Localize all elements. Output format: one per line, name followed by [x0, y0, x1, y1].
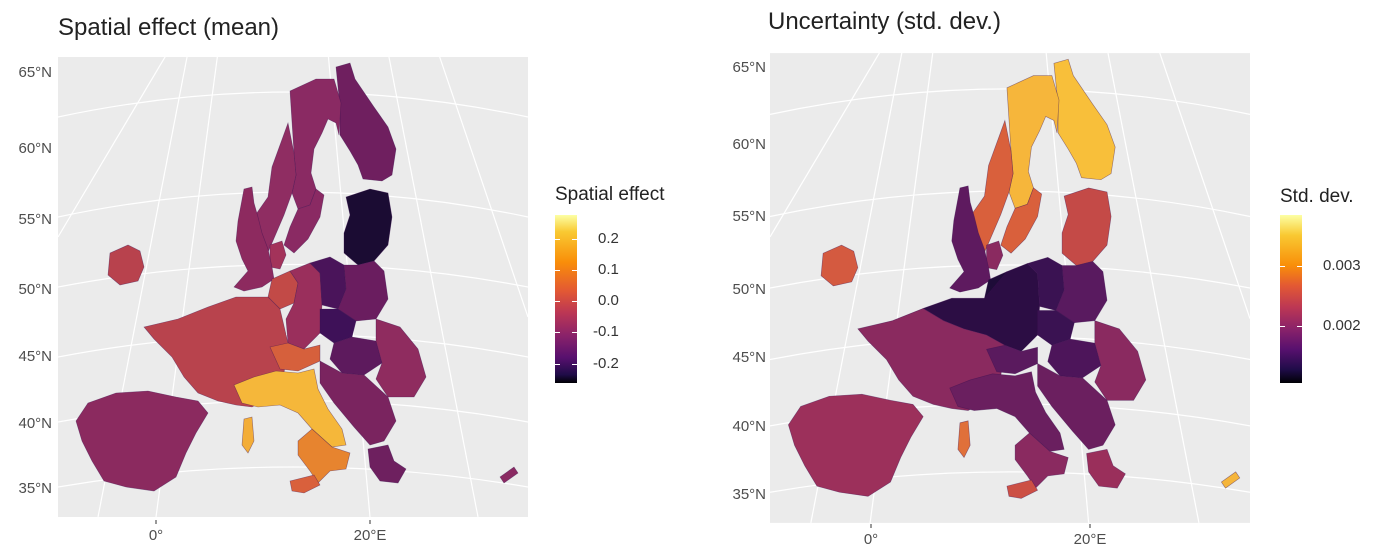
- region-poland: [337, 260, 389, 322]
- lat-label: 60°N: [732, 136, 766, 153]
- legend-label: 0.0: [598, 292, 619, 309]
- lat-label: 55°N: [732, 208, 766, 225]
- region-italy-south: [1014, 432, 1069, 489]
- region-uk: [949, 185, 991, 293]
- lon-label: 20°E: [1074, 531, 1107, 548]
- region-italy-south: [297, 428, 351, 484]
- legend-label: 0.002: [1323, 317, 1361, 334]
- region-greece: [1086, 449, 1126, 489]
- lat-label: 35°N: [732, 486, 766, 503]
- region-greece: [367, 444, 407, 484]
- region-romania: [375, 318, 427, 398]
- region-sicily: [289, 474, 321, 494]
- lat-label: 65°N: [732, 59, 766, 76]
- legend-colorbar-left: [555, 215, 577, 383]
- region-finland: [335, 62, 397, 182]
- region-sardinia: [957, 420, 971, 459]
- legend-label: 0.1: [598, 261, 619, 278]
- lat-label: 45°N: [732, 349, 766, 366]
- region-ireland: [107, 244, 145, 286]
- legend-label: 0.003: [1323, 257, 1361, 274]
- lat-axis-left: 65°N 60°N 55°N 50°N 45°N 40°N 35°N: [18, 64, 52, 497]
- region-alps: [269, 342, 321, 372]
- map-title-left: Spatial effect (mean): [58, 14, 280, 41]
- region-balkans: [319, 360, 397, 446]
- lon-label: 0°: [864, 531, 878, 548]
- region-uk: [233, 186, 275, 292]
- region-iberia: [788, 393, 924, 497]
- region-italy-north: [949, 371, 1065, 452]
- region-sicily: [1006, 479, 1039, 499]
- region-poland: [1055, 261, 1108, 324]
- region-balkans: [1037, 363, 1116, 450]
- region-cyprus: [1220, 471, 1241, 489]
- region-sweden-south: [283, 188, 325, 254]
- region-romania: [1094, 320, 1147, 401]
- lon-axis-right: 0° 20°E: [864, 524, 1107, 548]
- region-ireland: [820, 244, 859, 287]
- lat-label: 50°N: [18, 281, 52, 298]
- lon-label: 20°E: [354, 527, 387, 544]
- legend-title-left: Spatial effect: [555, 184, 665, 205]
- map-title-right: Uncertainty (std. dev.): [768, 8, 1001, 35]
- legend-label: 0.2: [598, 230, 619, 247]
- region-alps: [986, 344, 1038, 375]
- lat-label: 65°N: [18, 64, 52, 81]
- map-panel-left: [58, 57, 528, 517]
- region-hungary: [329, 336, 383, 376]
- lat-label: 60°N: [18, 140, 52, 157]
- region-iberia: [75, 390, 209, 492]
- region-finland: [1053, 58, 1116, 181]
- region-italy-north: [233, 368, 347, 448]
- legend-title-right: Std. dev.: [1280, 186, 1354, 207]
- region-sardinia: [241, 416, 255, 454]
- lat-label: 35°N: [18, 480, 52, 497]
- legend-label: -0.2: [593, 355, 619, 372]
- lat-label: 40°N: [732, 418, 766, 435]
- lon-label: 0°: [149, 527, 163, 544]
- map-panel-right: [770, 53, 1250, 523]
- region-hungary: [1047, 338, 1102, 379]
- legend-colorbar-right: [1280, 215, 1302, 383]
- lat-label: 55°N: [18, 211, 52, 228]
- lat-label: 45°N: [18, 348, 52, 365]
- region-cyprus: [499, 466, 519, 484]
- lat-label: 50°N: [732, 281, 766, 298]
- lat-axis-right: 65°N 60°N 55°N 50°N 45°N 40°N 35°N: [732, 59, 766, 503]
- lon-axis-left: 0° 20°E: [149, 520, 387, 544]
- region-sweden-south: [1000, 187, 1042, 254]
- lat-label: 40°N: [18, 415, 52, 432]
- legend-label: -0.1: [593, 323, 619, 340]
